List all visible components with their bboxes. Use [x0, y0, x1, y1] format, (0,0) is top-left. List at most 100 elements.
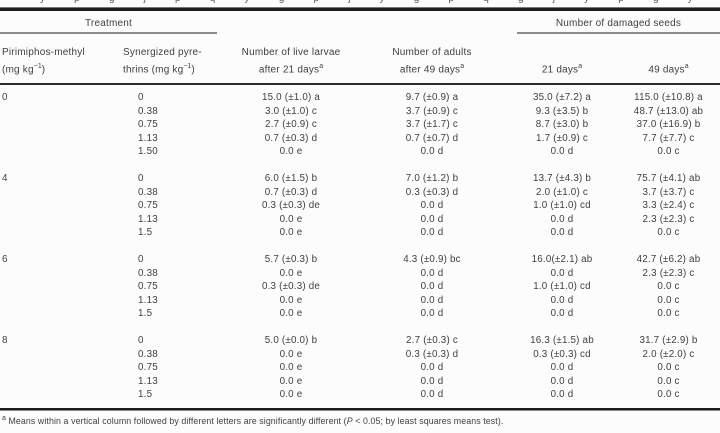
- cell-adults: 3.7 (±0.9) c: [406, 105, 458, 117]
- cell-live-larvae: 0.0 e: [279, 146, 303, 158]
- cell-pirimiphos-methyl: [0, 280, 118, 294]
- cell-damaged-49-days: 0.0 c: [657, 362, 680, 374]
- table-row: 1.13 0.7 (±0.3) d 0.7 (±0.7) d 1.7 (±0.9…: [0, 132, 720, 146]
- cell-pirimiphos-methyl: [0, 186, 118, 200]
- cell-damaged-21-days: 9.3 (±3.5) b: [535, 105, 589, 117]
- cell-pirimiphos-methyl: [0, 388, 118, 402]
- footnote-marker: a: [319, 62, 324, 70]
- col-header-live-larvae: Number of live larvae after 21 daysa: [241, 46, 341, 75]
- cell-pirimiphos-methyl: [0, 213, 118, 227]
- cropped-caption-remnant: y p g j p q y g p j y g p q g j y p g y: [0, 0, 720, 7]
- cell-damaged-21-days: 0.0 d: [550, 362, 574, 374]
- cell-damaged-49-days: 7.7 (±7.7) c: [642, 132, 695, 144]
- cell-adults: 0.0 d: [420, 213, 444, 225]
- cell-damaged-21-days: 13.7 (±4.3) b: [532, 172, 592, 184]
- table-row: 0.75 0.3 (±0.3) de 0.0 d 1.0 (±1.0) cd 3…: [0, 199, 720, 213]
- table-row: 1.50 0.0 e 0.0 d 0.0 d 0.0 c: [0, 145, 720, 159]
- cell-damaged-49-days: 0.0 c: [657, 308, 680, 320]
- cell-live-larvae: 0.3 (±0.3) de: [261, 200, 321, 212]
- cell-adults: 0.0 d: [420, 294, 444, 306]
- cell-adults: 0.0 d: [420, 308, 444, 320]
- cell-live-larvae: 0.3 (±0.3) de: [261, 281, 321, 293]
- cell-pirimiphos-methyl: [0, 348, 118, 362]
- table-row: 0.38 0.0 e 0.0 d 0.0 d 2.3 (±2.3) c: [0, 267, 720, 281]
- footnote-marker: a: [460, 62, 465, 70]
- table-row: 1.13 0.0 e 0.0 d 0.0 d 2.3 (±2.3) c: [0, 213, 720, 227]
- table-column-headers: Pirimiphos-methyl (mg kg−1) Synergized p…: [0, 34, 720, 85]
- table-row: 0.38 3.0 (±1.0) c 3.7 (±0.9) c 9.3 (±3.5…: [0, 105, 720, 119]
- cell-synergized-pyrethrins: 0: [138, 334, 144, 346]
- cell-damaged-21-days: 1.7 (±0.9) c: [536, 132, 588, 144]
- cell-damaged-49-days: 0.0 c: [657, 227, 680, 239]
- cell-damaged-49-days: 0.0 c: [657, 294, 680, 306]
- cell-synergized-pyrethrins: 0.38: [138, 105, 158, 117]
- cell-live-larvae: 0.0 e: [279, 294, 303, 306]
- cell-pirimiphos-methyl: 6: [2, 253, 8, 265]
- cell-damaged-49-days: 42.7 (±6.2) ab: [636, 253, 701, 265]
- cell-pirimiphos-methyl: [0, 105, 118, 119]
- cell-damaged-49-days: 75.7 (±4.1) ab: [636, 172, 701, 184]
- exponent: −1: [33, 62, 42, 70]
- table-row: 8 0 5.0 (±0.0) b 2.7 (±0.3) c 16.3 (±1.5…: [0, 334, 720, 348]
- cell-damaged-21-days: 35.0 (±7.2) a: [532, 92, 592, 103]
- cell-pirimiphos-methyl: [0, 294, 118, 308]
- cell-adults: 4.3 (±0.9) bc: [403, 253, 461, 265]
- cell-damaged-21-days: 0.3 (±0.3) cd: [533, 348, 591, 360]
- cell-synergized-pyrethrins: 0.38: [138, 267, 158, 279]
- cell-synergized-pyrethrins: 0: [138, 172, 144, 184]
- col-header-damaged-21-days: 21 daysa: [541, 62, 583, 75]
- cell-damaged-21-days: 1.0 (±1.0) cd: [533, 281, 591, 293]
- cell-adults: 0.0 d: [420, 362, 444, 374]
- cell-pirimiphos-methyl: [0, 361, 118, 375]
- cell-damaged-21-days: 0.0 d: [550, 375, 574, 387]
- cell-pirimiphos-methyl: [0, 199, 118, 213]
- cell-damaged-21-days: 8.7 (±3.0) b: [535, 119, 589, 131]
- cell-live-larvae: 0.7 (±0.3) d: [264, 132, 318, 144]
- p-value-symbol: P: [346, 415, 353, 426]
- cell-pirimiphos-methyl: [0, 118, 118, 132]
- cell-adults: 0.0 d: [420, 267, 444, 279]
- cell-adults: 0.0 d: [420, 227, 444, 239]
- table-row: 0 0 15.0 (±1.0) a 9.7 (±0.9) a 35.0 (±7.…: [0, 91, 720, 105]
- exponent: −1: [183, 62, 192, 70]
- cell-synergized-pyrethrins: 1.5: [138, 389, 153, 401]
- cell-adults: 7.0 (±1.2) b: [405, 172, 459, 184]
- cell-live-larvae: 0.0 e: [279, 308, 303, 320]
- table-row: 0.75 0.3 (±0.3) de 0.0 d 1.0 (±1.0) cd 0…: [0, 280, 720, 294]
- col-header-adults: Number of adults after 49 daysa: [392, 46, 472, 75]
- cell-synergized-pyrethrins: 0: [138, 253, 144, 265]
- table-row: 4 0 6.0 (±1.5) b 7.0 (±1.2) b 13.7 (±4.3…: [0, 172, 720, 186]
- cell-damaged-49-days: 2.0 (±2.0) c: [642, 348, 695, 360]
- cell-adults: 2.7 (±0.3) c: [406, 334, 458, 346]
- table-row: 6 0 5.7 (±0.3) b 4.3 (±0.9) bc 16.0(±2.1…: [0, 253, 720, 267]
- cell-adults: 0.3 (±0.3) d: [405, 186, 459, 198]
- cell-synergized-pyrethrins: 0.38: [138, 348, 158, 360]
- cell-synergized-pyrethrins: 0.75: [138, 281, 158, 293]
- cell-damaged-49-days: 0.0 c: [657, 375, 680, 387]
- cell-damaged-21-days: 0.0 d: [550, 227, 574, 239]
- cell-synergized-pyrethrins: 1.50: [138, 146, 158, 158]
- cell-live-larvae: 0.7 (±0.3) d: [264, 186, 318, 198]
- table-body: 0 0 15.0 (±1.0) a 9.7 (±0.9) a 35.0 (±7.…: [0, 85, 720, 407]
- col-header-damaged-49-days: 49 daysa: [648, 62, 689, 75]
- bottom-rule: [0, 408, 720, 411]
- cell-pirimiphos-methyl: 8: [2, 334, 8, 346]
- cell-pirimiphos-methyl: 4: [2, 172, 8, 184]
- top-rule: [0, 7, 720, 11]
- cell-damaged-21-days: 16.0(±2.1) ab: [531, 253, 593, 265]
- cell-adults: 0.0 d: [420, 200, 444, 212]
- table-row: 1.5 0.0 e 0.0 d 0.0 d 0.0 c: [0, 307, 720, 321]
- cell-pirimiphos-methyl: [0, 267, 118, 281]
- cell-damaged-21-days: 0.0 d: [550, 308, 574, 320]
- cell-live-larvae: 0.0 e: [279, 267, 303, 279]
- cell-live-larvae: 0.0 e: [279, 227, 303, 239]
- footnote-marker: a: [2, 415, 6, 422]
- cell-damaged-49-days: 2.3 (±2.3) c: [642, 267, 695, 279]
- footnote-marker: a: [578, 62, 583, 70]
- cell-damaged-49-days: 3.7 (±3.7) c: [642, 186, 695, 198]
- table-row: 1.13 0.0 e 0.0 d 0.0 d 0.0 c: [0, 375, 720, 389]
- table-row: 0.75 2.7 (±0.9) c 3.7 (±1.7) c 8.7 (±3.0…: [0, 118, 720, 132]
- cell-adults: 0.7 (±0.7) d: [405, 132, 459, 144]
- cell-damaged-49-days: 0.0 c: [657, 146, 680, 158]
